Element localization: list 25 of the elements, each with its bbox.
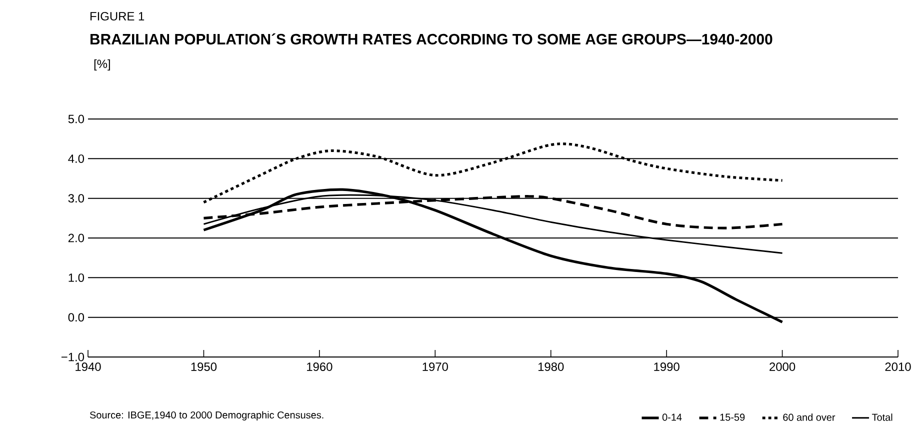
x-tick-label: 2000 [770, 362, 796, 371]
legend-label: 0-14 [662, 414, 682, 421]
y-axis-title: [%] [94, 59, 110, 70]
x-tick-label: 1960 [307, 362, 332, 371]
legend-label: 60 and over [783, 414, 836, 421]
x-tick-label: 1940 [76, 362, 101, 371]
y-tick-label: 4.0 [68, 154, 84, 163]
line-series [202, 142, 784, 204]
x-tick-label: 1970 [422, 362, 448, 371]
x-tick-label: 1990 [654, 362, 680, 371]
x-tick-label: 1980 [538, 362, 564, 371]
chart-title: BRAZILIAN POPULATION´S GROWTH RATES ACCORDING TO SOME AGE GROUPS—1940-2000 [90, 33, 772, 44]
legend-label: Total [872, 414, 892, 421]
line-series [202, 188, 784, 324]
y-tick-label: −1.0 [61, 352, 84, 362]
y-tick-label: 0.0 [68, 313, 84, 322]
source-note: Source: IBGE,1940 to 2000 Demographic Censuses. [90, 411, 324, 420]
y-tick-label: 3.0 [68, 194, 84, 203]
x-tick-label: 1950 [191, 362, 217, 371]
y-tick-label: 5.0 [68, 114, 84, 124]
legend-label: 15-59 [720, 414, 745, 421]
x-tick-label: 2010 [885, 362, 911, 371]
y-tick-label: 1.0 [68, 273, 84, 282]
y-tick-label: 2.0 [68, 234, 84, 242]
chart-subtitle: FIGURE 1 [90, 12, 144, 20]
